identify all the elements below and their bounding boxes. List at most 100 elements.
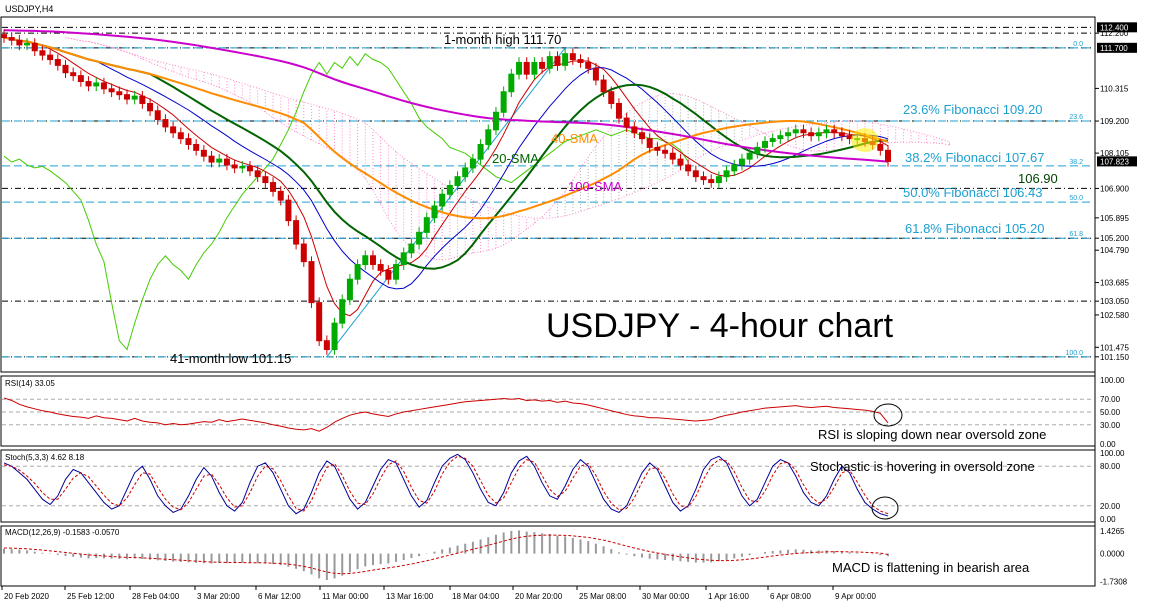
- time-tick-label: 25 Mar 08:00: [579, 592, 627, 601]
- candle-body: [469, 158, 476, 169]
- stoch-tick-label: 0.00: [1100, 515, 1116, 524]
- stoch-label: Stoch(5,3,3) 4.62 8.18: [5, 453, 85, 462]
- candle-body: [162, 119, 169, 128]
- candle-body: [654, 146, 661, 151]
- candle-body: [777, 135, 784, 140]
- candle-body: [62, 64, 69, 74]
- candle-body: [223, 158, 230, 166]
- candle-body: [500, 91, 507, 113]
- time-tick-label: 18 Mar 04:00: [452, 592, 500, 601]
- price-tick-label: 103.685: [1100, 279, 1129, 288]
- candle-body: [569, 53, 576, 61]
- price-highlight-box: [1097, 156, 1137, 167]
- candle-body: [369, 255, 376, 266]
- stoch-tick-label: 100.00: [1100, 449, 1125, 458]
- candle-body: [316, 302, 323, 342]
- candle-body: [700, 176, 707, 181]
- time-tick-label: 13 Mar 16:00: [386, 592, 434, 601]
- candle-body: [200, 149, 207, 157]
- indicator-lines: [3, 29, 889, 351]
- candle-body: [838, 132, 845, 137]
- kijun-line: [3, 37, 889, 290]
- candle-body: [285, 199, 292, 222]
- candle-body: [239, 165, 246, 169]
- candle-body: [193, 143, 200, 151]
- time-tick-label: 20 Mar 20:00: [515, 592, 563, 601]
- candle-body: [477, 143, 484, 160]
- candle-body: [823, 129, 830, 134]
- fib-pct-0: 0.0: [1073, 41, 1083, 48]
- level-106-90-label: 106.90: [1018, 171, 1058, 186]
- candle-body: [792, 129, 799, 134]
- candle-body: [70, 72, 77, 77]
- candle-body: [362, 255, 369, 266]
- candle-body: [677, 158, 684, 166]
- rsi-tick-label: 30.00: [1100, 421, 1121, 430]
- candle-body: [354, 264, 361, 280]
- price-tick-label: 102.580: [1100, 311, 1129, 320]
- price-tick-label: 109.200: [1100, 117, 1129, 126]
- stochastic-panel: 100.00 80.00 20.00 0.00: [2, 449, 1125, 524]
- rsi-tick-label: 0.00: [1100, 440, 1116, 449]
- candle-body: [669, 152, 676, 160]
- candle-body: [24, 42, 31, 46]
- candle-body: [100, 82, 107, 90]
- rsi-circle-marker: [873, 403, 903, 427]
- time-tick-label: 25 Feb 12:00: [67, 592, 115, 601]
- price-axis: 112.200 110.315 109.200 108.105 106.900 105.8…: [1095, 22, 1137, 362]
- stoch-signal-line: [3, 455, 889, 515]
- fib-38-2-label: 38.2% Fibonacci 107.67: [905, 150, 1044, 165]
- candle-body: [600, 79, 607, 93]
- candle-body: [93, 82, 100, 87]
- time-tick-label: 28 Feb 04:00: [132, 592, 180, 601]
- price-highlight-box: [1097, 42, 1137, 53]
- macd-note: MACD is flattening in bearish area: [832, 560, 1030, 575]
- fib-pct-2: 38.2: [1069, 159, 1083, 166]
- macd-panel: 1.4265 0.0000 -1.7308: [3, 527, 1128, 586]
- candle-body: [408, 243, 415, 254]
- price-highlight-label: 111.700: [1100, 44, 1128, 53]
- candle-body: [385, 269, 392, 280]
- chart-title: USDJPY - 4-hour chart: [546, 307, 894, 345]
- sma100-line: [3, 29, 889, 163]
- candle-body: [492, 111, 499, 131]
- candle-body: [216, 158, 223, 163]
- rsi-note: RSI is sloping down near oversold zone: [818, 427, 1046, 442]
- macd-tick-label: -1.7308: [1100, 577, 1128, 586]
- candle-body: [116, 91, 123, 96]
- candle-body: [254, 170, 261, 178]
- candle-body: [154, 110, 161, 121]
- time-tick-label: 20 Feb 2020: [4, 592, 49, 601]
- candle-body: [554, 56, 561, 66]
- candle-body: [523, 61, 530, 75]
- price-tick-label: 101.150: [1100, 353, 1129, 362]
- fib-50-label: 50.0% Fibonacci 106.43: [903, 185, 1042, 200]
- candle-body: [462, 167, 469, 178]
- candle-body: [516, 61, 523, 75]
- candle-body: [177, 132, 184, 140]
- price-tick-label: 108.105: [1100, 149, 1129, 158]
- sma40-line: [3, 36, 889, 220]
- fib-pct-5: 100.0: [1065, 350, 1083, 357]
- candle-body: [1, 34, 7, 39]
- price-tick-label: 103.050: [1100, 297, 1129, 306]
- candle-body: [562, 53, 569, 66]
- candle-body: [608, 91, 615, 104]
- high-annotation: 1-month high 111.70: [444, 32, 561, 47]
- candle-body: [531, 61, 538, 75]
- candle-body: [708, 179, 715, 184]
- candle-body: [54, 59, 61, 66]
- time-tick-label: 30 Mar 00:00: [642, 592, 690, 601]
- candle-body: [8, 37, 15, 41]
- candle-body: [623, 117, 630, 128]
- candle-body: [262, 176, 269, 184]
- rsi-panel: 100.00 70.00 50.00 30.00 0.00: [2, 376, 1125, 449]
- candle-body: [723, 170, 730, 178]
- candle-body: [300, 243, 307, 263]
- fibonacci-levels: 0.0 23.6 38.2 50.0 61.8 100.0: [2, 41, 1094, 358]
- candle-body: [277, 190, 284, 201]
- candle-body: [16, 39, 23, 46]
- candlesticks: [1, 29, 891, 355]
- candle-body: [400, 252, 407, 266]
- price-tick-label: 106.900: [1100, 184, 1129, 193]
